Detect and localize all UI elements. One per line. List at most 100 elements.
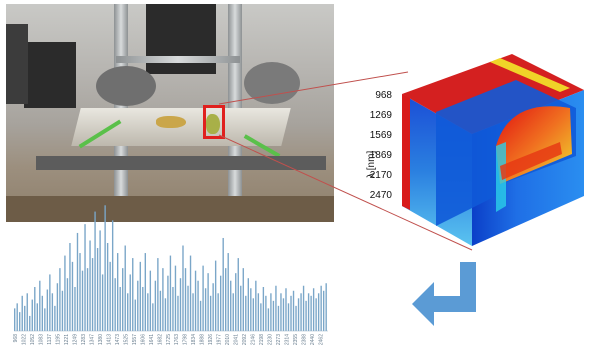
x-tick-label: 1283	[81, 334, 87, 345]
x-tick-label: 2462	[319, 334, 325, 345]
spectrum-bar	[277, 305, 280, 331]
lamp-left	[96, 66, 156, 106]
camera-housing-left	[24, 42, 76, 108]
spectrum-bar	[21, 295, 23, 331]
spectrum-bar	[56, 283, 59, 331]
spectrum-bar	[250, 288, 252, 331]
spectrum-bar	[139, 261, 141, 331]
x-tick-label: 1798	[183, 334, 189, 345]
wavelength-tick-label: 1869	[369, 150, 392, 161]
spectrum-bar	[119, 287, 121, 331]
table-surface	[6, 196, 334, 222]
spectrum-bar	[219, 275, 222, 331]
x-tick-label: 1606	[140, 334, 146, 345]
x-tick-label: 1926	[208, 334, 214, 345]
spectrum-bar	[252, 298, 255, 331]
x-tick-label: 1249	[72, 334, 78, 345]
spectrum-bar	[302, 285, 305, 331]
spectrum-bar	[272, 300, 275, 331]
spectrum-bar	[232, 293, 234, 331]
x-tick-label: 2041	[234, 334, 240, 345]
spectrum-bar	[44, 308, 46, 331]
spectrum-bar	[312, 288, 315, 331]
cube-slice-edge	[496, 142, 506, 212]
x-tick-label: 2198	[259, 334, 265, 345]
spectrum-bar	[16, 303, 18, 331]
x-tick-label: 1022	[21, 334, 27, 345]
x-tick-label: 1083	[38, 334, 44, 345]
sample-item	[206, 114, 220, 134]
spectrum-bar	[64, 255, 66, 331]
spectrum-bar	[101, 274, 104, 331]
spectrum-bar	[217, 293, 219, 331]
spectrum-bar	[262, 287, 265, 331]
x-tick-label: 1052	[30, 334, 36, 345]
x-tick-label: 1380	[98, 334, 104, 345]
spectrum-bar	[285, 288, 287, 331]
spectrum-bar	[122, 268, 124, 331]
frame-crossbar	[116, 56, 240, 63]
spectrum-bar	[290, 295, 292, 331]
x-tick-label: 2010	[225, 334, 231, 345]
spectrum-bar	[207, 273, 209, 331]
region-of-interest	[203, 105, 225, 139]
spectrum-bar	[71, 261, 74, 331]
spectrum-bar	[69, 243, 71, 331]
spectrum-bar	[46, 289, 49, 331]
x-tick-label: 2355	[293, 334, 299, 345]
spectrum-bar	[209, 295, 212, 331]
x-tick-label: 2314	[285, 334, 291, 345]
spectrum-bar	[257, 293, 260, 331]
spectrum-bar	[247, 278, 249, 331]
x-tick-label: 1347	[89, 334, 95, 345]
wavelength-tick-label: 968	[375, 90, 392, 101]
spectrum-bar	[84, 224, 86, 331]
spectrum-bar	[79, 253, 81, 331]
x-tick-label: 1195	[55, 334, 61, 345]
spectrum-bar	[31, 299, 33, 331]
spectrum-bar	[255, 280, 257, 331]
spectrum-bar	[280, 293, 282, 331]
spectrum-bar	[182, 245, 184, 331]
spectrum-bar	[147, 293, 149, 331]
spectrum-bar	[86, 268, 89, 331]
x-tick-label: 2230	[268, 334, 274, 345]
x-tick-label: 1557	[132, 334, 138, 345]
spectrum-bar	[174, 265, 177, 331]
x-tick-label: 1525	[123, 334, 129, 345]
spectrum-bar	[237, 258, 239, 331]
spectrum-bar	[26, 293, 28, 331]
wavelength-tick-label: 2170	[369, 170, 392, 181]
spectrum-bar	[91, 258, 94, 331]
x-tick-label: 1137	[47, 334, 53, 345]
spectrum-bar	[144, 253, 146, 331]
x-tick-label: 1641	[149, 334, 155, 345]
x-tick-label: 1834	[191, 334, 197, 345]
cube-slice-band	[500, 142, 562, 180]
lamp-right	[244, 62, 300, 104]
spectrum-bar	[230, 280, 232, 331]
x-tick-label: 1682	[157, 334, 163, 345]
frame-post-right	[228, 4, 242, 204]
spectrum-bar	[94, 211, 96, 331]
connector-line-top	[218, 71, 409, 105]
x-tick-label: 1888	[200, 334, 206, 345]
spectrum-bar	[317, 293, 320, 331]
spectrum-bar	[315, 298, 317, 331]
sample-item	[156, 116, 186, 128]
spectrum-bar	[194, 270, 197, 331]
spectrum-bar	[54, 305, 56, 331]
spectrum-bar	[49, 274, 51, 331]
spectrum-bar	[320, 285, 322, 331]
x-tick-label: 2440	[310, 334, 316, 345]
spectrum-bar	[282, 298, 285, 331]
spectrum-bar	[242, 268, 244, 331]
cube-edge-red	[402, 94, 410, 210]
spectrum-bar	[154, 280, 157, 331]
spectrum-bar	[134, 299, 136, 331]
translation-stage-rail	[36, 156, 326, 170]
x-tick-label: 1413	[106, 334, 112, 345]
wavelength-tick-label: 1269	[369, 110, 392, 121]
spectrum-bar	[187, 285, 189, 331]
spectrum-bar	[235, 273, 237, 331]
